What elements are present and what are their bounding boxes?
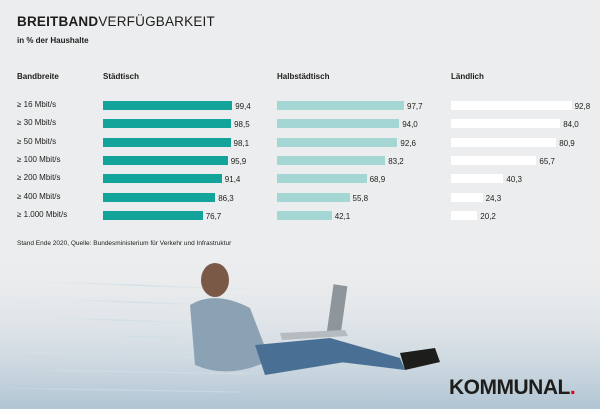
value-label-halbstaedtisch: 55,8 <box>352 193 369 203</box>
chart-subtitle: in % der Haushalte <box>17 36 89 45</box>
bar-laendlich <box>451 210 478 220</box>
value-label-halbstaedtisch: 97,7 <box>407 102 423 111</box>
bar-halbstaedtisch <box>277 155 386 165</box>
source-note: Stand Ende 2020, Quelle: Bundesministeri… <box>17 240 232 247</box>
title-light: VERFÜGBARKEIT <box>98 14 215 29</box>
value-label-staedtisch: 76,7 <box>205 211 222 221</box>
value-label-laendlich: 65,7 <box>539 156 555 166</box>
category-label: ≥ 200 Mbit/s <box>17 173 61 183</box>
bar-laendlich <box>451 119 561 129</box>
value-label-laendlich: 20,2 <box>480 211 496 221</box>
value-label-staedtisch: 98,5 <box>234 120 250 130</box>
bar-staedtisch <box>103 119 232 129</box>
kommunal-logo: KOMMUNAL. <box>449 376 576 400</box>
category-label: ≥ 50 Mbit/s <box>17 136 57 146</box>
title-bold: BREITBAND <box>17 14 99 29</box>
bar-laendlich <box>451 192 483 202</box>
value-label-laendlich: 40,3 <box>506 175 522 185</box>
value-label-staedtisch: 95,9 <box>230 156 247 166</box>
value-label-staedtisch: 99,4 <box>235 102 251 111</box>
bar-staedtisch <box>103 210 203 220</box>
bar-laendlich <box>451 101 572 110</box>
logo-text: KOMMUNAL <box>449 376 570 399</box>
bar-laendlich <box>451 155 537 165</box>
row-header: Bandbreite <box>17 72 59 81</box>
category-label: ≥ 1.000 Mbit/s <box>17 209 68 219</box>
value-label-laendlich: 80,9 <box>559 138 575 148</box>
value-label-halbstaedtisch: 42,1 <box>334 211 351 221</box>
bar-halbstaedtisch <box>277 137 398 147</box>
bar-halbstaedtisch <box>277 101 404 110</box>
category-label: ≥ 400 Mbit/s <box>17 191 61 201</box>
value-label-staedtisch: 91,4 <box>224 175 241 185</box>
value-label-halbstaedtisch: 68,9 <box>369 175 386 185</box>
bar-staedtisch <box>103 174 222 184</box>
bar-halbstaedtisch <box>277 174 367 184</box>
bar-staedtisch <box>103 192 216 202</box>
series-header-laendlich: Ländlich <box>451 72 484 81</box>
value-label-halbstaedtisch: 94,0 <box>402 120 418 130</box>
value-label-laendlich: 92,8 <box>574 102 591 111</box>
bar-laendlich <box>451 174 504 184</box>
series-header-staedtisch: Städtisch <box>103 72 140 81</box>
category-label: ≥ 30 Mbit/s <box>17 118 57 128</box>
bar-staedtisch <box>103 155 228 165</box>
value-label-laendlich: 24,3 <box>485 193 502 203</box>
value-label-halbstaedtisch: 92,6 <box>400 138 416 148</box>
value-label-staedtisch: 98,1 <box>233 138 250 148</box>
bar-staedtisch <box>103 137 231 147</box>
logo-dot: . <box>569 376 576 399</box>
chart-title: BREITBANDVERFÜGBARKEIT <box>17 14 215 29</box>
bar-halbstaedtisch <box>277 210 332 220</box>
series-header-halbstaedtisch: Halbstädtisch <box>277 72 330 81</box>
bar-laendlich <box>451 137 557 147</box>
person-illustration <box>190 263 440 375</box>
value-label-laendlich: 84,0 <box>563 120 579 130</box>
category-label: ≥ 16 Mbit/s <box>17 100 57 109</box>
bar-staedtisch <box>103 101 233 110</box>
hero-photo <box>0 250 600 409</box>
category-label: ≥ 100 Mbit/s <box>17 154 61 164</box>
value-label-halbstaedtisch: 83,2 <box>388 156 404 166</box>
bar-halbstaedtisch <box>277 192 350 202</box>
value-label-staedtisch: 86,3 <box>218 193 234 203</box>
bar-halbstaedtisch <box>277 119 400 129</box>
